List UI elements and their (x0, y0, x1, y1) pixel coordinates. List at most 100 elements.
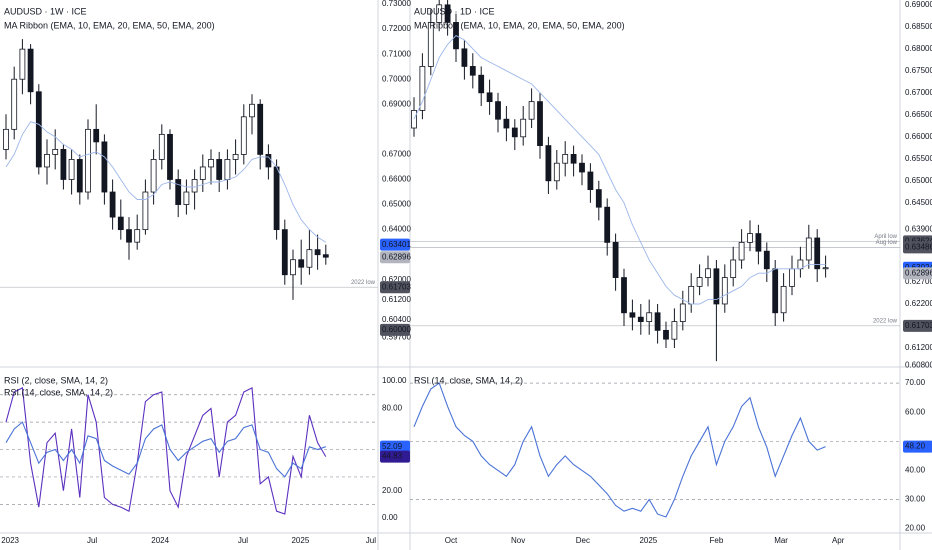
candle-body (85, 128, 91, 193)
candle-body (167, 133, 173, 180)
candle-body (688, 285, 695, 305)
pane (410, 0, 900, 362)
candle-body (419, 66, 426, 111)
candle-body (671, 321, 678, 340)
y-tick-label: 0.67500 (905, 66, 932, 75)
y-tick-label: 0.72000 (382, 24, 411, 33)
candle-body (142, 191, 149, 231)
candle-body (604, 206, 611, 243)
candle-body (511, 127, 518, 138)
candle-body (805, 237, 812, 261)
legend-entry: RSI (14, close, SMA, 14, 2) (4, 387, 113, 397)
candle-body (503, 118, 510, 129)
x-tick-label: 2023 (1, 536, 19, 545)
candle-body (109, 191, 116, 218)
y-tick-label: 0.65500 (905, 154, 932, 163)
candle-body (35, 91, 42, 168)
x-tick-label: 2025 (639, 536, 657, 545)
y-tick-label: 0.62200 (905, 299, 932, 308)
candle-body (469, 66, 476, 76)
price-badge-label: 0.62896 (382, 252, 411, 261)
candle-body (553, 162, 560, 182)
legend-entry: MA Ribbon (EMA, 10, EMA, 20, EMA, 50, EM… (414, 20, 625, 30)
candle-body (755, 233, 762, 252)
chart-title: AUDUSD · 1W · ICE (4, 6, 87, 16)
x-tick-label: 2024 (151, 536, 169, 545)
candle-body (314, 249, 321, 256)
y-tick-label: 0.62700 (905, 277, 932, 286)
candle-body (281, 229, 288, 276)
y-tick-label: 0.62000 (382, 275, 411, 284)
price-badge (380, 440, 410, 453)
candle-body (117, 216, 124, 231)
candle-body (101, 141, 108, 193)
candle-body (208, 159, 214, 168)
candle-body (60, 149, 67, 180)
y-tick-label: 0.61200 (382, 295, 411, 304)
y-tick-label: 100.00 (382, 376, 407, 385)
y-tick-label: 0.67000 (382, 150, 411, 159)
price-badge (903, 440, 932, 453)
candle-body (730, 259, 737, 278)
candle-body (306, 249, 313, 268)
candle-body (3, 128, 9, 150)
price-badge-label: 0.60000 (382, 325, 411, 334)
x-tick-label: Jul (366, 536, 376, 545)
x-tick-label: Dec (576, 536, 590, 545)
candle-body (646, 312, 653, 322)
price-badge (380, 450, 410, 463)
series-line (413, 35, 826, 305)
y-tick-label: 0.65000 (382, 200, 411, 209)
candle-body (444, 4, 451, 23)
price-badge-label: 0.63024 (905, 263, 932, 272)
candle-body (763, 250, 770, 270)
candle-body (183, 191, 190, 205)
series-line (413, 382, 826, 518)
pane (0, 387, 378, 515)
y-tick-label: 60.00 (905, 407, 926, 416)
candle-body (772, 268, 779, 314)
candle-body (579, 162, 585, 173)
candle-body (216, 159, 223, 180)
y-tick-label: 0.64000 (382, 225, 411, 234)
price-badge-label: 0.63401 (382, 240, 411, 249)
y-tick-label: 0.68500 (905, 22, 932, 31)
candle-body (780, 285, 787, 314)
price-badge-label: 44.83 (382, 452, 403, 461)
candle-body (265, 154, 272, 168)
y-tick-label: 0.66000 (905, 132, 932, 141)
y-tick-label: 0.69000 (382, 99, 411, 108)
candle-body (705, 268, 711, 278)
series-line (5, 421, 326, 478)
x-tick-label: Jul (87, 536, 97, 545)
y-tick-label: 0.66500 (905, 110, 932, 119)
y-tick-label: 70.00 (905, 378, 926, 387)
price-badge-label: 52.09 (382, 442, 403, 451)
candle-body (629, 312, 636, 318)
y-tick-label: 20.00 (905, 524, 926, 533)
level-label: 2022 low (351, 280, 376, 286)
candle-body (679, 303, 686, 322)
candle-body (587, 171, 594, 190)
candle-body (224, 159, 231, 180)
y-tick-label: 40.00 (905, 466, 926, 475)
legend-entry: RSI (14, close, SMA, 14, 2) (414, 375, 523, 385)
series-line (5, 387, 327, 515)
price-badge (380, 251, 410, 264)
candle-body (11, 78, 18, 130)
x-tick-label: Oct (445, 536, 458, 545)
price-badge (380, 281, 410, 294)
y-tick-label: 0.71000 (382, 49, 411, 58)
x-tick-label: Jul (238, 536, 248, 545)
level-label: Aug low (876, 240, 898, 246)
candle-body (249, 103, 255, 118)
candle-body (158, 133, 165, 160)
candle-body (411, 110, 417, 129)
candle-body (814, 237, 821, 270)
y-tick-label: 0.60800 (905, 361, 932, 370)
candle-body (612, 241, 619, 278)
x-tick-label: Nov (511, 536, 525, 545)
candle-body (427, 22, 434, 67)
candle-body (520, 118, 527, 138)
price-badge-label: 0.63624 (905, 236, 932, 245)
